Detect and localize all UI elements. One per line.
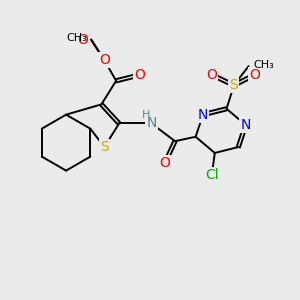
Text: N: N [146, 116, 157, 130]
Text: O: O [159, 156, 170, 170]
Text: CH₃: CH₃ [253, 60, 274, 70]
Text: O: O [206, 68, 217, 82]
Text: O: O [249, 68, 260, 82]
Text: O: O [134, 68, 145, 82]
Text: S: S [230, 78, 238, 92]
Text: O: O [77, 33, 88, 46]
Text: N: N [241, 118, 251, 132]
Text: N: N [198, 108, 208, 122]
Text: Cl: Cl [205, 168, 219, 182]
Text: CH₃: CH₃ [66, 33, 87, 43]
Text: O: O [99, 53, 110, 67]
Text: S: S [100, 140, 109, 154]
Text: H: H [142, 110, 150, 120]
